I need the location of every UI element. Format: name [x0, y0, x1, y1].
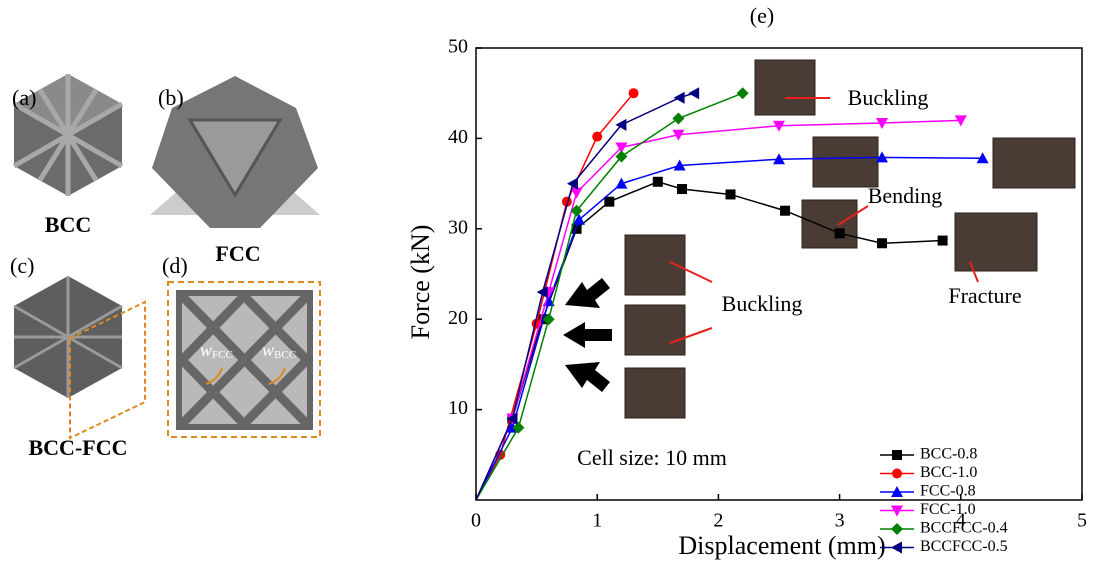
data-point — [652, 176, 663, 187]
lattice-name: BCC-FCC — [29, 435, 128, 460]
data-point — [976, 152, 989, 164]
data-point — [615, 177, 628, 189]
annotation: Fracture — [948, 283, 1021, 308]
legend-label: BCCFCC-0.5 — [920, 538, 1008, 555]
legend-marker — [892, 450, 902, 460]
data-point — [834, 228, 845, 239]
data-point — [672, 112, 685, 125]
data-point — [876, 151, 889, 163]
data-point — [615, 142, 628, 154]
y-tick-label: 20 — [448, 307, 468, 329]
annotation: Buckling — [848, 85, 929, 110]
data-point — [604, 196, 615, 207]
legend-marker — [891, 505, 903, 517]
panel-labels: (a) (b) (c) (d) — [10, 85, 188, 278]
data-point — [542, 313, 555, 326]
series-line — [475, 92, 743, 501]
x-axis-title: Displacement (mm) — [678, 531, 885, 560]
legend-label: BCCFCC-0.4 — [920, 520, 1008, 537]
series-line — [475, 119, 961, 501]
panel-label: (c) — [10, 253, 34, 278]
data-point — [736, 87, 749, 100]
panel-label: (d) — [162, 253, 188, 278]
annotation: Bending — [868, 183, 943, 208]
legend-marker — [891, 486, 903, 497]
y-tick-label: 10 — [448, 397, 468, 419]
y-axis-title: Force (kN) — [406, 225, 435, 340]
photo-arrows — [669, 97, 979, 344]
lattice-bcc-fcc — [13, 276, 146, 440]
data-point — [773, 153, 785, 165]
data-point — [536, 286, 548, 299]
series-line — [475, 156, 983, 501]
x-tick-label: 3 — [835, 510, 845, 532]
x-tick-label: 1 — [592, 510, 602, 532]
x-tick-label: 5 — [1077, 510, 1087, 532]
width-subscript: FCC — [212, 349, 233, 361]
width-subscript: BCC — [274, 349, 296, 361]
legend-marker — [891, 523, 903, 535]
lattice-name: BCC — [45, 212, 91, 237]
y-tick-label: 30 — [448, 216, 468, 238]
x-tick-label: 4 — [956, 510, 966, 532]
y-tick-label: 50 — [448, 36, 468, 58]
width-symbol: w — [262, 340, 274, 360]
data-point — [677, 184, 688, 195]
x-tick-label: 0 — [471, 510, 481, 532]
y-tick-label: 40 — [448, 126, 468, 148]
legend-label: FCC-0.8 — [920, 483, 976, 500]
data-point — [673, 91, 685, 104]
legend-label: FCC-1.0 — [920, 501, 976, 518]
legend-marker — [891, 541, 902, 554]
data-point — [673, 159, 686, 171]
lattice-name: FCC — [215, 241, 260, 266]
panel-label: (b) — [158, 85, 184, 110]
data-point — [566, 177, 578, 190]
data-point — [877, 238, 888, 249]
lattice-section — [167, 281, 321, 438]
data-point — [570, 187, 583, 199]
series-line — [475, 180, 943, 501]
data-point — [780, 205, 791, 216]
annotation: Cell size: 10 mm — [577, 445, 727, 470]
data-point — [725, 189, 736, 200]
plot-frame — [475, 47, 1083, 501]
chart-title: (e) — [750, 3, 774, 28]
data-point — [506, 412, 518, 425]
legend-label: BCC-0.8 — [920, 446, 977, 463]
data-point — [773, 120, 785, 132]
data-point — [672, 129, 685, 141]
panel-names: BCC FCC BCC-FCC — [29, 212, 261, 460]
block-arrows — [563, 278, 612, 392]
data-point — [512, 421, 525, 434]
data-point — [628, 88, 639, 99]
data-point — [615, 150, 628, 163]
data-point — [688, 87, 700, 100]
width-label: wBCC — [262, 340, 296, 360]
legend-marker — [892, 468, 902, 479]
data-point — [876, 118, 889, 130]
data-point — [573, 213, 586, 225]
data-point — [937, 235, 948, 246]
data-point — [954, 115, 967, 127]
series-line — [475, 92, 635, 501]
legend-label: BCC-1.0 — [920, 464, 977, 481]
x-tick-label: 2 — [713, 510, 723, 532]
data-point — [561, 196, 572, 207]
data-point — [570, 204, 583, 217]
lattice-fcc — [150, 76, 320, 228]
width-label: wFCC — [200, 340, 233, 360]
annotation: Buckling — [722, 291, 803, 316]
panel-label: (a) — [12, 85, 36, 110]
data-point — [615, 118, 627, 131]
lattice-bcc — [12, 74, 124, 196]
data-point — [592, 131, 603, 142]
width-symbol: w — [200, 340, 212, 360]
